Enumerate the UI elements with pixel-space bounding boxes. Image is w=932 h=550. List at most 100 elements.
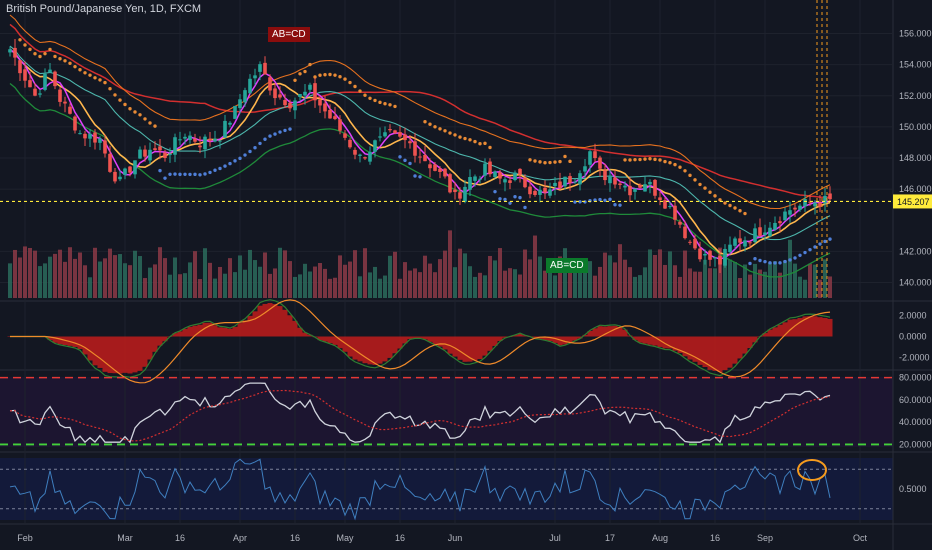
sar-dot-32 bbox=[168, 172, 172, 176]
sar-dot-119 bbox=[603, 198, 607, 202]
macd-hist-bar-16 bbox=[87, 336, 93, 361]
volume-bar-121 bbox=[613, 262, 617, 298]
sar-dot-108 bbox=[548, 160, 552, 165]
volume-bar-42 bbox=[218, 266, 222, 298]
volume-bar-20 bbox=[108, 248, 112, 298]
sar-dot-112 bbox=[568, 159, 572, 164]
volume-bar-147 bbox=[743, 264, 747, 298]
candle-body-26 bbox=[138, 149, 142, 159]
macd-hist-bar-54 bbox=[277, 306, 283, 337]
macd-hist-bar-99 bbox=[502, 336, 508, 338]
volume-bar-99 bbox=[503, 270, 507, 298]
sar-dot-63 bbox=[323, 73, 327, 77]
sar-dot-37 bbox=[193, 172, 197, 177]
candle-body-63 bbox=[323, 103, 327, 112]
sar-dot-137 bbox=[693, 178, 697, 182]
candle-body-75 bbox=[383, 132, 387, 137]
candle-body-153 bbox=[773, 222, 777, 230]
sar-dot-94 bbox=[478, 142, 482, 146]
candle-body-128 bbox=[648, 181, 652, 185]
candle-body-62 bbox=[318, 99, 322, 106]
volume-bar-112 bbox=[568, 259, 572, 298]
candle-body-43 bbox=[223, 120, 227, 138]
macd-hist-bar-71 bbox=[362, 336, 368, 364]
sar-dot-24 bbox=[128, 107, 132, 111]
candle-body-117 bbox=[593, 151, 597, 159]
sar-dot-51 bbox=[263, 137, 267, 141]
candle-body-106 bbox=[538, 189, 542, 195]
sar-dot-54 bbox=[278, 130, 282, 134]
volume-bar-125 bbox=[633, 276, 637, 298]
volume-bar-106 bbox=[538, 256, 542, 298]
sar-dot-38 bbox=[198, 173, 202, 177]
candle-body-129 bbox=[653, 179, 657, 196]
candle-body-139 bbox=[703, 253, 707, 256]
time-tick-label-5: May bbox=[336, 533, 354, 543]
candle-body-46 bbox=[238, 99, 242, 109]
volume-bar-91 bbox=[463, 253, 467, 298]
macd-hist-bar-133 bbox=[672, 336, 678, 351]
volume-bar-138 bbox=[698, 271, 702, 298]
candle-body-111 bbox=[563, 176, 567, 187]
macd-hist-bar-87 bbox=[442, 336, 448, 350]
candle-body-155 bbox=[783, 211, 787, 221]
candle-body-119 bbox=[603, 170, 607, 181]
time-tick-label-9: 17 bbox=[605, 533, 615, 543]
volume-bar-75 bbox=[383, 275, 387, 298]
candle-body-23 bbox=[123, 168, 127, 175]
macd-hist-bar-50 bbox=[257, 305, 263, 337]
macd-hist-bar-135 bbox=[682, 336, 688, 357]
candle-body-96 bbox=[488, 161, 492, 175]
candle-body-89 bbox=[453, 189, 457, 193]
volume-bar-145 bbox=[733, 261, 737, 298]
volume-bar-60 bbox=[308, 271, 312, 298]
macd-hist-bar-127 bbox=[642, 336, 648, 344]
candle-body-145 bbox=[733, 238, 737, 246]
volume-bar-120 bbox=[608, 255, 612, 298]
macd-hist-bar-34 bbox=[177, 331, 183, 337]
sar-dot-76 bbox=[388, 103, 392, 107]
macd-hist-bar-142 bbox=[717, 336, 723, 373]
macd-hist-bar-143 bbox=[722, 336, 728, 371]
macd-hist-bar-84 bbox=[427, 336, 433, 342]
volume-bar-41 bbox=[213, 278, 217, 298]
sar-dot-153 bbox=[773, 261, 777, 265]
candle-body-115 bbox=[583, 166, 587, 172]
sar-dot-102 bbox=[518, 195, 522, 200]
macd-hist-bar-96 bbox=[487, 336, 493, 351]
sar-dot-78 bbox=[398, 155, 402, 159]
volume-bar-152 bbox=[768, 262, 772, 298]
macd-hist-bar-149 bbox=[752, 336, 758, 343]
candle-body-1 bbox=[13, 47, 17, 58]
macd-hist-bar-154 bbox=[777, 324, 783, 337]
candle-body-143 bbox=[723, 248, 727, 266]
macd-hist-bar-22 bbox=[117, 336, 123, 374]
time-tick-label-4: 16 bbox=[290, 533, 300, 543]
candle-body-151 bbox=[763, 232, 767, 235]
sar-dot-64 bbox=[328, 72, 332, 77]
candle-body-104 bbox=[528, 186, 532, 195]
macd-hist-bar-27 bbox=[142, 336, 148, 367]
sar-dot-126 bbox=[638, 157, 642, 162]
sar-dot-67 bbox=[343, 77, 347, 81]
volume-bar-104 bbox=[528, 259, 532, 298]
volume-bar-132 bbox=[668, 251, 672, 298]
macd-hist-bar-17 bbox=[92, 336, 98, 366]
volume-bar-98 bbox=[498, 248, 502, 298]
sar-dot-62 bbox=[318, 73, 322, 77]
volume-bar-96 bbox=[488, 255, 492, 298]
sar-dot-50 bbox=[258, 141, 262, 146]
candle-body-125 bbox=[633, 188, 637, 192]
macd-hist-bar-141 bbox=[712, 336, 718, 371]
volume-bar-16 bbox=[88, 277, 92, 298]
macd-hist-bar-29 bbox=[152, 336, 158, 352]
sar-dot-53 bbox=[273, 132, 277, 136]
macd-hist-bar-107 bbox=[542, 336, 548, 340]
time-tick-label-1: Mar bbox=[117, 533, 133, 543]
sar-dot-36 bbox=[188, 172, 192, 177]
volume-bar-116 bbox=[588, 261, 592, 298]
volume-bar-73 bbox=[373, 266, 377, 298]
sar-dot-10 bbox=[58, 57, 62, 61]
candle-body-95 bbox=[483, 163, 487, 176]
